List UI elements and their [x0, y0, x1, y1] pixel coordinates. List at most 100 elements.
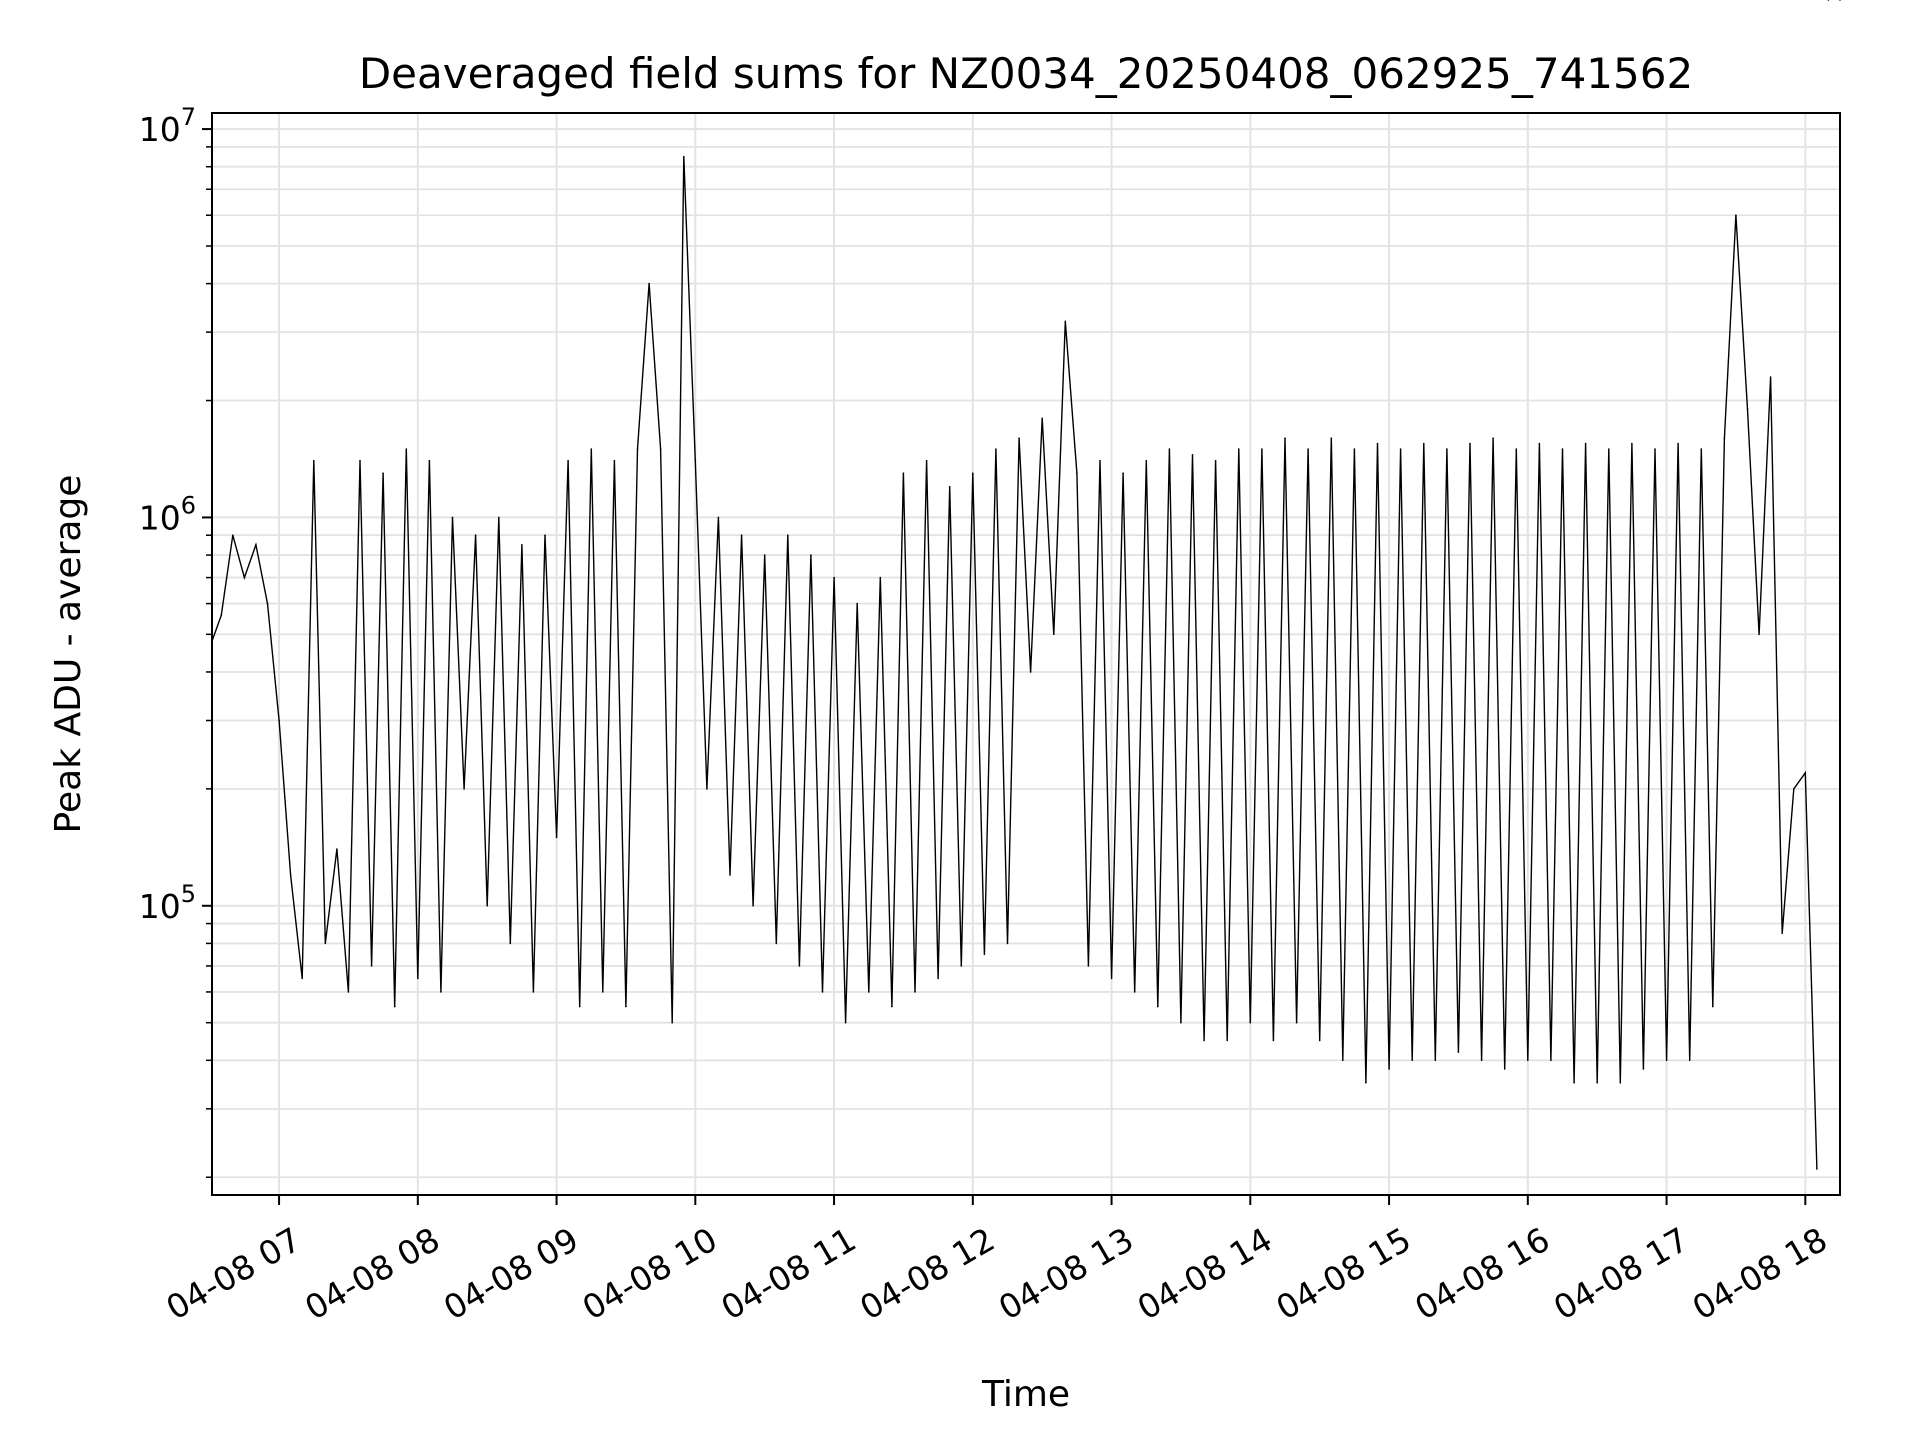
data-point	[763, 554, 766, 556]
data-point	[1226, 1039, 1228, 1042]
data-point	[359, 459, 361, 462]
data-point	[879, 576, 882, 579]
data-point	[810, 554, 812, 556]
data-point	[1318, 1039, 1321, 1042]
data-point	[1330, 437, 1333, 440]
data-point	[463, 788, 465, 790]
data-point	[648, 282, 650, 285]
data-point	[1527, 1059, 1529, 1062]
data-point	[972, 472, 974, 475]
data-point	[1064, 320, 1067, 323]
data-point	[1804, 772, 1807, 774]
data-point	[1168, 448, 1171, 450]
data-point	[1746, 408, 1749, 411]
data-point	[1029, 671, 1032, 673]
data-point	[1006, 942, 1009, 945]
data-series-line	[211, 156, 1818, 1170]
data-point	[1411, 1059, 1413, 1062]
y-axis: 105 106 107	[139, 103, 212, 1178]
data-point	[370, 965, 373, 967]
data-point	[729, 874, 731, 876]
data-point	[555, 836, 558, 839]
data-point	[1642, 1068, 1645, 1070]
data-point	[1295, 1021, 1298, 1024]
data-point	[440, 991, 442, 993]
data-point	[1816, 1168, 1818, 1170]
data-point	[1480, 1059, 1483, 1062]
data-point	[220, 614, 223, 616]
x-axis-label: Time	[981, 1374, 1070, 1415]
data-point	[1284, 437, 1286, 440]
data-point	[1376, 442, 1379, 445]
y-tick-label: 105	[139, 880, 196, 926]
data-point	[243, 576, 246, 579]
plot-frame	[211, 112, 1841, 1196]
data-point	[1839, 0, 1841, 1]
data-point	[1619, 1082, 1622, 1084]
data-point	[428, 459, 431, 462]
y-tick-label: 106	[139, 491, 196, 537]
data-point	[578, 1005, 581, 1008]
data-point	[1550, 1059, 1552, 1062]
data-point	[393, 1005, 396, 1008]
data-point	[451, 516, 454, 519]
data-point	[706, 788, 708, 790]
data-point	[995, 448, 997, 450]
data-point	[625, 1005, 627, 1008]
data-point	[937, 977, 939, 980]
data-point	[1388, 1068, 1390, 1070]
data-point	[960, 965, 963, 967]
data-point	[336, 848, 338, 850]
data-point	[1399, 448, 1402, 450]
chart-title: Deaveraged field sums for NZ0034_2025040…	[359, 49, 1693, 98]
data-point	[1122, 472, 1124, 475]
data-point	[856, 602, 858, 605]
data-point	[683, 155, 685, 158]
data-point	[382, 472, 384, 475]
data-point	[1110, 977, 1113, 980]
data-point	[1665, 1059, 1668, 1062]
data-point	[1423, 442, 1425, 445]
data-point	[278, 719, 280, 722]
data-point	[1272, 1039, 1275, 1042]
data-point	[1688, 1059, 1691, 1062]
data-point	[868, 991, 870, 993]
data-point	[1053, 633, 1055, 636]
data-point	[844, 1021, 847, 1024]
data-point	[1365, 1082, 1367, 1084]
data-point	[752, 905, 754, 907]
data-point	[613, 459, 616, 462]
data-point	[1827, 0, 1830, 1]
data-point	[1099, 459, 1101, 462]
data-point	[1608, 448, 1610, 450]
data-point	[902, 472, 905, 475]
data-point	[1712, 1005, 1714, 1008]
data-point	[1261, 448, 1263, 450]
data-point	[590, 448, 593, 450]
data-point	[1573, 1082, 1575, 1084]
data-point	[1469, 442, 1471, 445]
data-point	[821, 991, 824, 993]
data-point	[798, 965, 801, 967]
data-point	[1434, 1059, 1437, 1062]
data-point	[521, 544, 523, 546]
data-point	[1781, 932, 1783, 934]
data-point	[498, 516, 500, 519]
data-point	[509, 942, 512, 945]
data-point	[636, 448, 639, 450]
data-point	[255, 544, 257, 546]
data-point	[925, 459, 928, 462]
data-point	[1515, 448, 1518, 450]
data-point	[833, 576, 835, 579]
data-point	[486, 905, 489, 907]
data-point	[1596, 1082, 1598, 1084]
y-axis-label: Peak ADU - average	[48, 475, 89, 834]
data-point	[891, 1005, 893, 1008]
data-point	[1203, 1039, 1205, 1042]
data-point	[1793, 788, 1795, 790]
data-point	[1700, 448, 1703, 450]
data-point	[1087, 965, 1090, 967]
data-point	[1180, 1021, 1182, 1024]
data-point	[1503, 1068, 1506, 1070]
